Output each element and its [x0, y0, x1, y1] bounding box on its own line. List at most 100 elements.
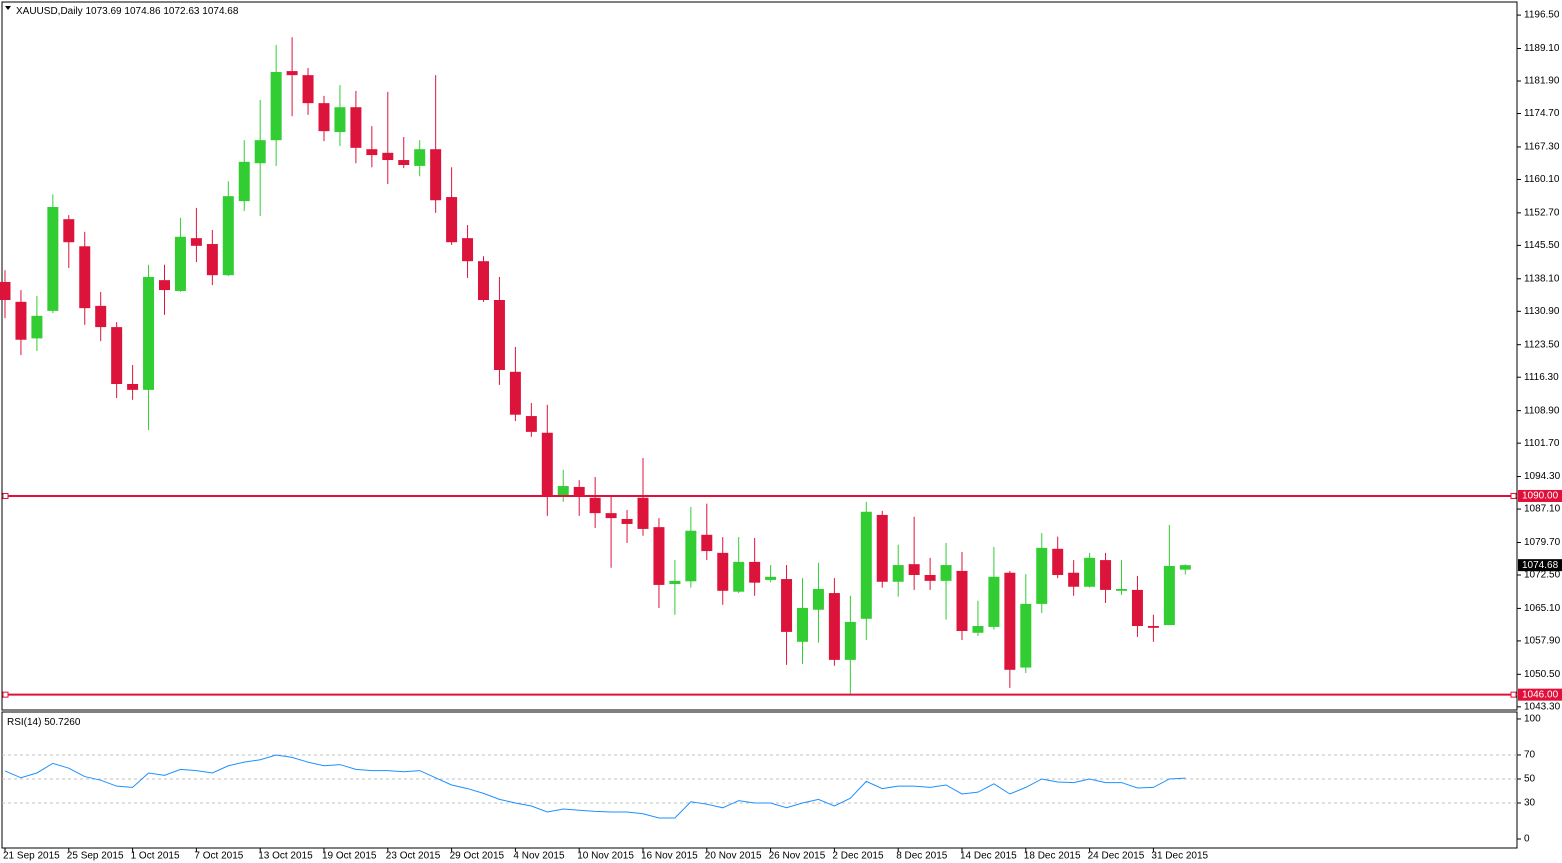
candle-body: [302, 75, 314, 104]
price-label: 1074.68: [1522, 560, 1559, 571]
panel-arrow: [5, 6, 11, 10]
candle-body: [525, 416, 537, 432]
candle-body: [589, 497, 601, 514]
x-tick-label: 21 Sep 2015: [3, 851, 60, 862]
candle-body: [334, 107, 346, 133]
candle-body: [765, 576, 777, 580]
candle-body: [446, 197, 458, 243]
y-tick-label: 1116.30: [1524, 372, 1559, 383]
x-tick-label: 4 Nov 2015: [513, 851, 565, 862]
y-tick-label: 70: [1524, 750, 1536, 761]
candle-body: [462, 238, 474, 262]
candle-body: [733, 561, 745, 592]
candle-body: [828, 593, 840, 660]
y-tick-label: 1181.90: [1524, 76, 1560, 87]
main-panel: [1, 1, 1518, 711]
last-high: 1074.86: [124, 6, 161, 17]
candle-body: [621, 519, 633, 524]
candle-body: [79, 246, 91, 309]
candle-body: [749, 561, 761, 583]
candle-body: [685, 530, 697, 582]
candle-body: [812, 588, 824, 610]
rsi-last: 50.7260: [44, 717, 81, 728]
level-label: 1090.00: [1522, 491, 1559, 502]
candle-body: [860, 511, 872, 619]
candle-body: [190, 238, 202, 246]
x-tick-label: 13 Oct 2015: [258, 851, 313, 862]
candle-body: [1020, 603, 1032, 668]
candle-body: [95, 305, 107, 328]
candle-body: [1179, 565, 1191, 570]
y-tick-label: 1152.70: [1524, 208, 1560, 219]
candle-body: [1131, 589, 1143, 627]
candle-body: [781, 579, 793, 632]
candle-body: [509, 371, 521, 415]
candle-body: [398, 160, 410, 166]
candle-body: [63, 219, 75, 243]
candle-body: [15, 301, 27, 340]
candle-body: [988, 576, 1000, 627]
x-tick-label: 10 Nov 2015: [577, 851, 634, 862]
rsi-title: RSI(14): [7, 717, 41, 728]
last-close: 1074.68: [202, 6, 239, 17]
candle-body: [350, 107, 362, 148]
y-tick-label: 1167.30: [1524, 142, 1560, 153]
x-tick-label: 23 Oct 2015: [386, 851, 441, 862]
candle-body: [669, 580, 681, 585]
candle-body: [892, 565, 904, 582]
candle-body: [270, 71, 282, 141]
rsi-line: [4, 754, 1186, 819]
y-tick-label: 1160.10: [1524, 174, 1560, 185]
x-tick-label: 29 Oct 2015: [450, 851, 505, 862]
candle-body: [493, 300, 505, 370]
candle-body: [844, 621, 856, 660]
candle-body: [924, 574, 936, 581]
candle-body: [956, 570, 968, 631]
candle-body: [0, 281, 11, 301]
x-tick-label: 26 Nov 2015: [769, 851, 826, 862]
y-tick-label: 1189.10: [1524, 43, 1560, 54]
y-tick-label: 1065.10: [1524, 603, 1561, 614]
candle-body: [876, 514, 888, 582]
level-label: 1046.00: [1522, 689, 1559, 700]
candle-body: [1116, 588, 1127, 591]
rsi-panel: [1, 711, 1518, 849]
candle-body: [557, 486, 569, 496]
candle-body: [701, 534, 713, 552]
x-tick-label: 14 Dec 2015: [960, 851, 1017, 862]
x-tick-label: 25 Sep 2015: [67, 851, 124, 862]
y-tick-label: 1101.70: [1524, 438, 1560, 449]
level-label-bg: [1518, 489, 1562, 502]
candle-body: [1052, 548, 1064, 575]
candle-body: [174, 236, 186, 291]
candle-body: [111, 327, 123, 384]
y-tick-label: 1079.70: [1524, 537, 1561, 548]
candle-body: [717, 552, 729, 591]
candle-body: [908, 564, 920, 575]
candle-body: [430, 149, 442, 201]
candle-body: [366, 149, 378, 156]
candle-body: [653, 527, 665, 585]
candle-body: [797, 607, 808, 642]
y-tick-label: 1072.50: [1524, 570, 1561, 581]
candle-body: [159, 280, 170, 291]
y-tick-label: 1050.50: [1524, 669, 1561, 680]
x-tick-label: 16 Nov 2015: [641, 851, 698, 862]
x-tick-label: 18 Dec 2015: [1024, 851, 1081, 862]
y-tick-label: 1130.90: [1524, 306, 1560, 317]
candle-body: [1004, 572, 1016, 670]
level-handle: [2, 492, 9, 499]
candle-body: [1036, 547, 1048, 604]
y-tick-label: 1087.10: [1524, 504, 1561, 515]
y-tick-label: 0: [1524, 834, 1530, 845]
x-tick-label: 7 Oct 2015: [194, 851, 243, 862]
y-tick-label: 1108.90: [1524, 405, 1560, 416]
x-tick-label: 2 Dec 2015: [832, 851, 884, 862]
candle-body: [1068, 572, 1080, 587]
candle-body: [127, 383, 139, 390]
chart-header: XAUUSD,Daily 1073.69 1074.86 1072.63 107…: [16, 6, 239, 17]
x-tick-label: 1 Oct 2015: [131, 851, 180, 862]
candle-body: [238, 161, 250, 202]
candle-body: [254, 140, 266, 164]
y-tick-label: 100: [1524, 714, 1541, 725]
